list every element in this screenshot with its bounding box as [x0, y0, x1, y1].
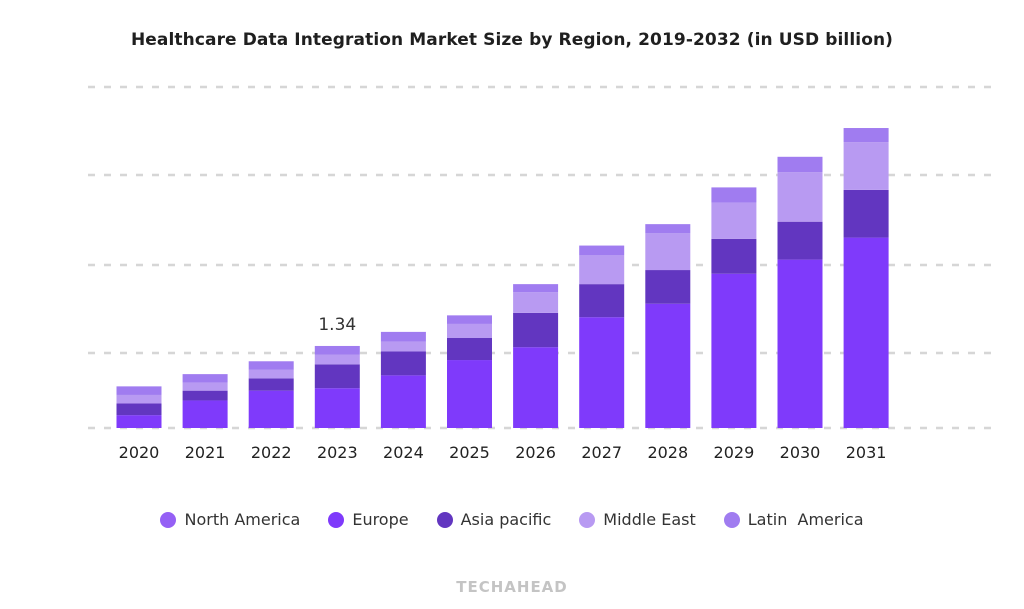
bar-segment-middle-east — [843, 142, 889, 190]
bar-segment-asia-pacific — [182, 390, 228, 401]
x-tick-label: 2030 — [780, 443, 821, 462]
bar-segment-asia-pacific — [248, 378, 294, 391]
bar-segment-europe — [380, 375, 426, 428]
bar-segment-middle-east — [513, 292, 559, 313]
legend-item: Middle East — [579, 510, 696, 529]
x-tick-label: 2022 — [251, 443, 292, 462]
legend-label: Asia pacific — [460, 510, 552, 529]
bar-segment-latin-america — [380, 331, 426, 342]
bar-segment-middle-east — [116, 394, 162, 404]
bar-segment-asia-pacific — [513, 312, 559, 348]
legend-marker-icon — [579, 511, 596, 528]
bar-segment-middle-east — [314, 354, 360, 365]
legend-label: Middle East — [603, 510, 696, 529]
bar-segment-middle-east — [447, 323, 492, 339]
legend-item: Europe — [328, 510, 409, 529]
x-tick-label: 2029 — [714, 443, 755, 462]
x-tick-label: 2024 — [383, 443, 424, 462]
bar-segment-middle-east — [579, 255, 625, 285]
bar-segment-latin-america — [182, 374, 228, 383]
bar-segment-asia-pacific — [116, 403, 162, 416]
bar-segment-europe — [579, 317, 625, 428]
legend-marker-icon — [160, 511, 177, 528]
bar-segment-europe — [513, 347, 559, 428]
brand-logo: TECHAHEAD — [456, 578, 568, 596]
legend-label: North America — [184, 510, 301, 529]
bar-segment-middle-east — [645, 233, 691, 271]
bar-segment-latin-america — [843, 128, 889, 143]
legend-label: Latin America — [747, 510, 864, 529]
bar-segment-asia-pacific — [777, 221, 823, 260]
bar-segment-middle-east — [182, 382, 228, 391]
bar-segment-latin-america — [248, 361, 294, 370]
bar-segment-europe — [248, 390, 294, 428]
x-tick-label: 2027 — [581, 443, 622, 462]
bar-segment-europe — [645, 303, 691, 428]
bar-segment-latin-america — [711, 187, 757, 203]
legend-marker-icon — [723, 511, 740, 528]
bar-segment-europe — [314, 388, 360, 428]
legend-item: Asia pacific — [436, 510, 552, 529]
stacked-bar-chart: 2020 2021 2022 2023 1.34 2024 2025 2026 2027 2028… — [88, 85, 995, 462]
legend-item: Latin America — [723, 510, 864, 529]
legend-label: Europe — [352, 510, 409, 529]
bar-segment-europe — [777, 259, 823, 428]
bar-segment-europe — [116, 415, 162, 428]
bar-segment-latin-america — [513, 284, 559, 293]
bar-segment-asia-pacific — [447, 338, 492, 361]
bar-segment-asia-pacific — [711, 238, 757, 274]
bar-segment-latin-america — [314, 345, 360, 355]
x-tick-label: 2026 — [515, 443, 556, 462]
bar-segment-latin-america — [116, 386, 162, 395]
bar-segment-asia-pacific — [645, 270, 691, 304]
bar-segment-asia-pacific — [579, 284, 625, 318]
x-tick-label: 2025 — [449, 443, 490, 462]
legend-marker-icon — [328, 511, 345, 528]
legend-item: North America — [160, 510, 300, 529]
bar-segment-middle-east — [777, 172, 823, 222]
bar-segment-asia-pacific — [843, 189, 889, 238]
bar-segment-middle-east — [711, 202, 757, 239]
bar-segment-asia-pacific — [314, 364, 360, 389]
legend: North America Europe Asia pacific Middle Ea… — [0, 510, 1024, 529]
x-tick-label: 2023 — [317, 443, 358, 462]
bar-segment-latin-america — [645, 224, 691, 234]
x-tick-label: 2031 — [846, 443, 887, 462]
bar-segment-europe — [711, 273, 757, 428]
bar-segment-latin-america — [447, 315, 492, 324]
x-tick-label: 2021 — [185, 443, 226, 462]
chart-title: Healthcare Data Integration Market Size … — [130, 30, 894, 50]
bar-segment-middle-east — [380, 341, 426, 352]
bar-segment-middle-east — [248, 369, 294, 379]
data-label: 1.34 — [318, 315, 356, 335]
bar-segment-europe — [843, 237, 889, 428]
x-tick-label: 2020 — [119, 443, 160, 462]
bar-segment-europe — [447, 360, 492, 428]
bar-segment-latin-america — [579, 245, 625, 256]
legend-marker-icon — [436, 511, 453, 528]
bar-segment-latin-america — [777, 156, 823, 173]
bar-segment-asia-pacific — [380, 351, 426, 376]
x-tick-label: 2028 — [647, 443, 688, 462]
bar-segment-europe — [182, 400, 228, 428]
